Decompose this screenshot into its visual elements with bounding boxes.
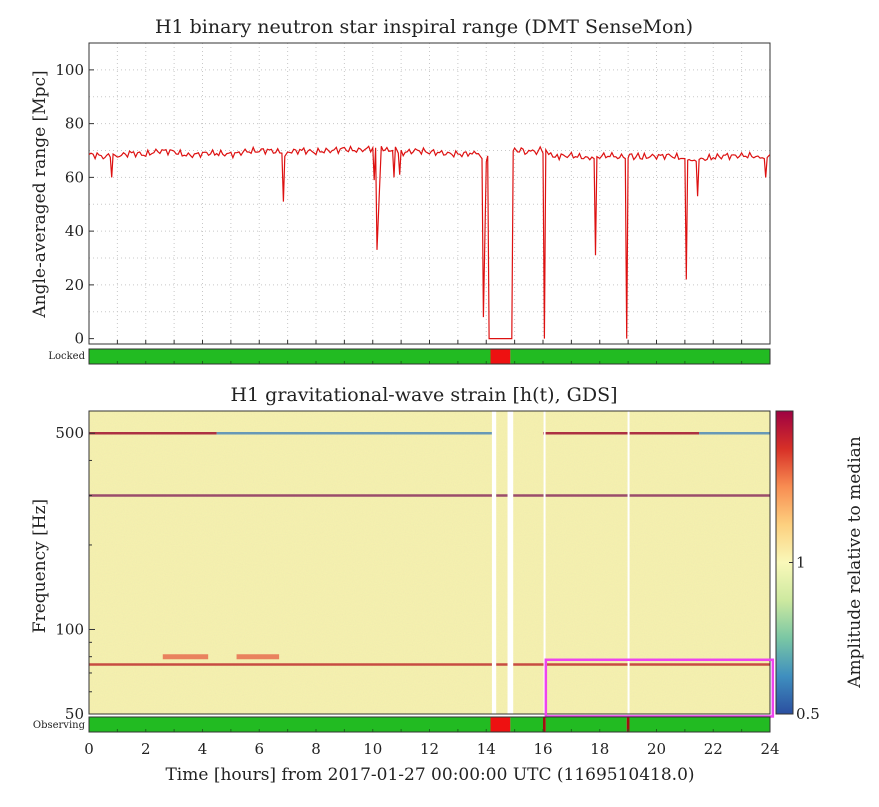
spectrogram-y-tick-label: 100 [55,620,84,638]
range-axes-frame [88,42,771,345]
colorbar-ticks: 0.51 [789,554,820,723]
spectrogram-y-tick-label: 500 [55,424,84,442]
spectrogram-y-label: Frequency [Hz] [30,499,50,633]
locked-status-segment [89,349,491,364]
data-gap [507,411,514,714]
x-tick-label: 24 [760,740,779,758]
x-tick-label: 16 [533,740,552,758]
colorbar: 0.51 Amplitude relative to median [775,410,865,723]
data-gap [543,411,546,714]
range-y-ticks: 0 20 40 60 80 100 [55,61,771,348]
range-y-tick-label: 40 [65,222,84,240]
x-tick-label: 22 [704,740,723,758]
range-y-tick-label: 20 [65,276,84,294]
highlight-box [544,658,775,718]
spectrogram-lines [89,431,770,666]
observing-status-bar [88,716,771,733]
observing-status-segment [490,717,511,732]
spectrogram-panel: H1 gravitational-wave strain [h(t), GDS]… [30,384,780,785]
colorbar-label: Amplitude relative to median [845,436,865,688]
locked-status-bar [88,348,771,365]
observing-status-segment [545,717,627,732]
x-tick-label: 4 [198,740,208,758]
spectrogram-image [89,411,770,714]
observing-status-segment [543,717,546,732]
observing-label: Observing [33,720,86,731]
spectrogram-title-prefix: H1 gravitational-wave strain [h(t), GDS] [230,384,617,406]
x-tick-label: 0 [84,740,94,758]
observing-status-frame [88,716,771,733]
range-series-line [89,145,770,340]
locked-status-segment [490,349,511,364]
spectrogram-y-tick-label: 50 [65,705,84,723]
x-tick-label: 14 [477,740,496,758]
range-grid [89,42,770,344]
spectrogram-y-ticks: 50 100 500 [55,424,95,723]
observing-status-segment [510,717,543,732]
spectrogram-gaps [491,411,630,714]
x-tick-label: 2 [141,740,151,758]
x-tick-label: 18 [590,740,609,758]
locked-status-frame [88,348,771,365]
x-tick-label: 20 [647,740,666,758]
range-y-tick-label: 100 [55,61,84,79]
range-title: H1 binary neutron star inspiral range (D… [155,16,693,38]
range-y-tick-label: 80 [65,115,84,133]
colorbar-tick-label: 1 [796,554,806,572]
x-tick-label: 12 [420,740,439,758]
data-gap [627,411,630,714]
locked-label: Locked [48,351,85,362]
range-panel: H1 binary neutron star inspiral range (D… [30,16,771,365]
spectrogram-title: H1 gravitational-wave strain [h(t), GDS] [230,384,617,406]
observing-status-segment [629,717,770,732]
x-tick-label: 6 [254,740,264,758]
spectrogram-axes-frame [88,410,771,715]
range-y-label: Angle-averaged range [Mpc] [30,70,50,318]
range-y-tick-label: 0 [74,330,84,348]
spectrogram-x-ticks: 0 2 4 6 8 10 12 14 16 18 20 22 24 [84,740,779,758]
x-tick-label: 8 [311,740,321,758]
data-gap [491,411,497,714]
x-tick-label: 10 [363,740,382,758]
range-y-tick-label: 60 [65,168,84,186]
colorbar-tick-label: 0.5 [796,705,820,723]
x-axis-label: Time [hours] from 2017-01-27 00:00:00 UT… [165,765,694,785]
observing-status-segment [626,717,630,732]
observing-status-segment [89,717,491,732]
locked-status-segment [510,349,770,364]
